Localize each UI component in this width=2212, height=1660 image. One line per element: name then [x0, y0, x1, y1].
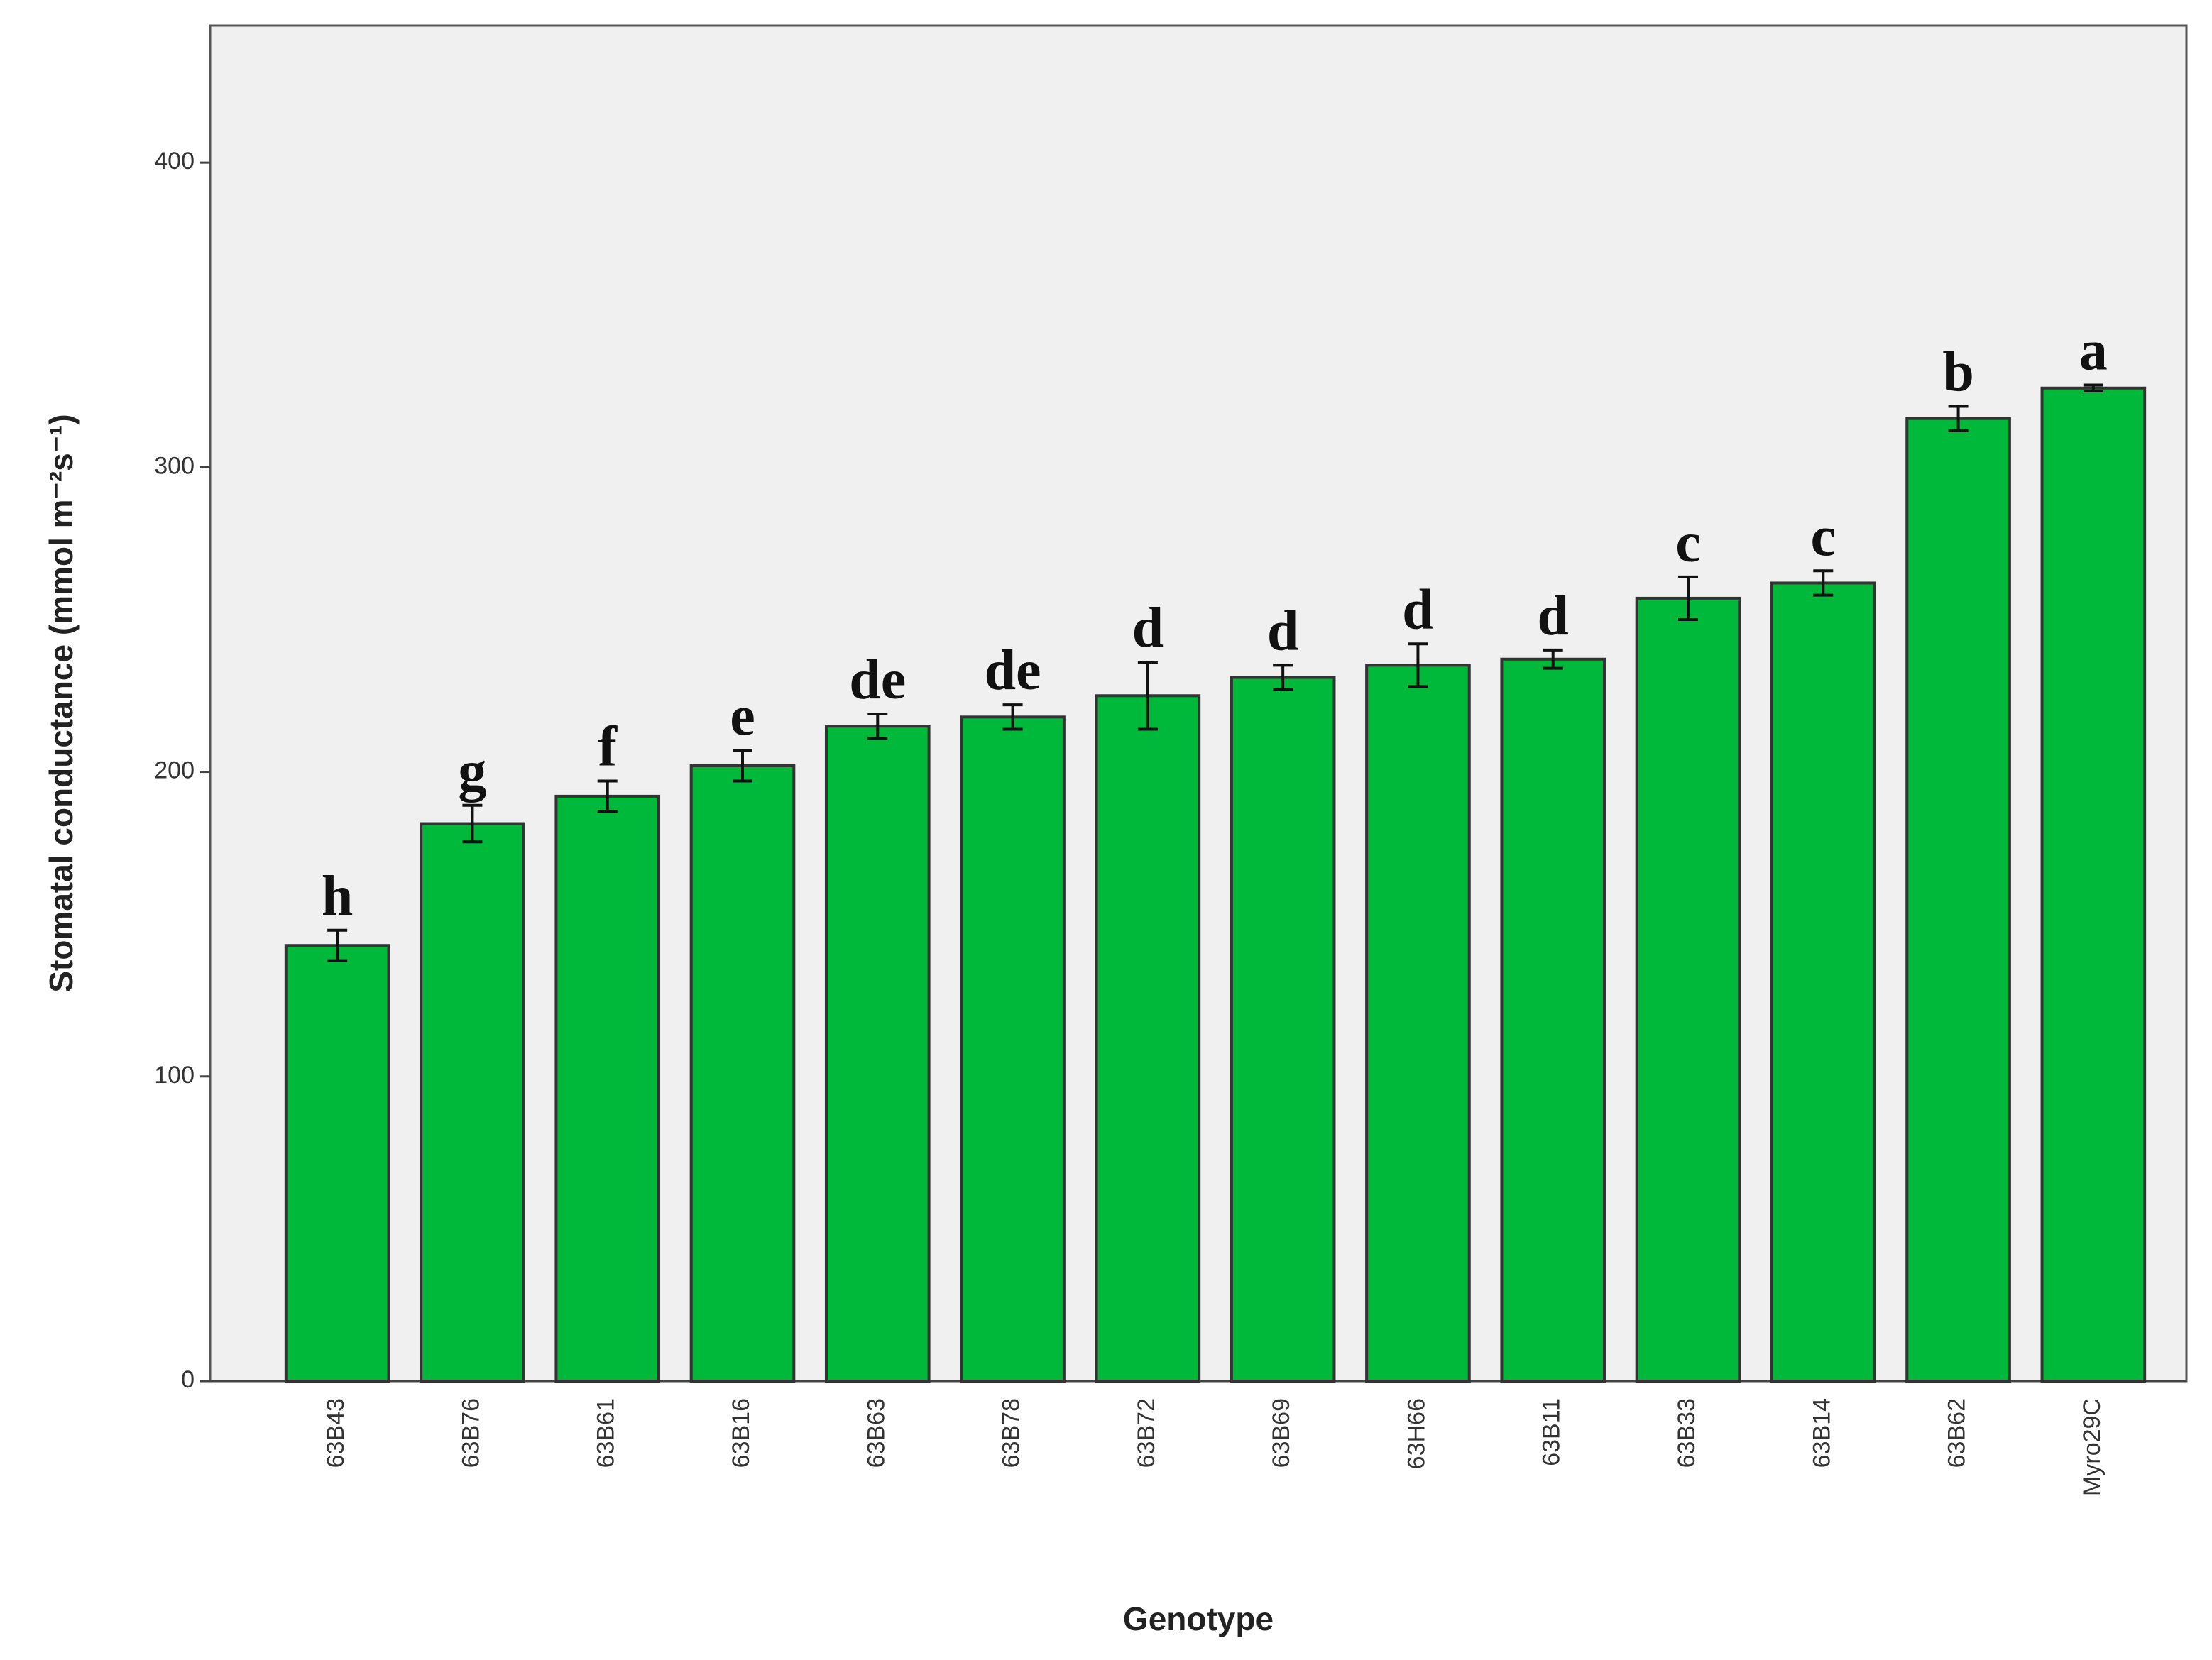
- x-tick-label: 63B16: [728, 1398, 755, 1468]
- x-tick-label: 63H66: [1403, 1398, 1430, 1469]
- bar: [1365, 664, 1471, 1383]
- bar: [420, 822, 525, 1383]
- significance-letter: de: [849, 649, 906, 711]
- x-tick-label: 63B43: [322, 1398, 349, 1468]
- x-tick-label: 63B61: [593, 1398, 620, 1468]
- bar: [824, 725, 931, 1383]
- significance-letter: c: [1811, 505, 1836, 568]
- x-tick-label: 63B63: [863, 1398, 889, 1468]
- x-tick-label: Myro29C: [2079, 1398, 2106, 1496]
- x-tick-label: 63B69: [1268, 1398, 1295, 1468]
- y-tick-label: 300: [154, 452, 195, 479]
- bar: [689, 764, 796, 1383]
- bar: [284, 944, 390, 1383]
- bar: [1770, 581, 1876, 1383]
- bar: [1500, 657, 1606, 1383]
- x-tick-label: 63B11: [1538, 1398, 1565, 1466]
- x-tick-label: 63B76: [457, 1398, 484, 1468]
- bar: [1905, 417, 2011, 1383]
- x-axis-title: Genotype: [1123, 1600, 1274, 1637]
- significance-letter: d: [1132, 597, 1164, 659]
- bar: [1230, 676, 1336, 1383]
- bar: [960, 715, 1066, 1383]
- bar: [1095, 694, 1201, 1383]
- bar: [554, 794, 661, 1383]
- significance-letter: e: [730, 686, 755, 748]
- x-tick-label: 63B78: [998, 1398, 1025, 1468]
- y-tick-label: 200: [154, 757, 195, 784]
- x-tick-label: 63B33: [1673, 1398, 1700, 1468]
- significance-letter: d: [1267, 600, 1299, 662]
- significance-letter: f: [598, 715, 618, 778]
- x-tick-label: 63B62: [1944, 1398, 1971, 1468]
- y-tick-label: 100: [154, 1062, 195, 1089]
- y-tick-label: 400: [154, 148, 195, 175]
- significance-letter: b: [1942, 341, 1974, 404]
- bar: [1635, 596, 1741, 1383]
- significance-letter: de: [985, 639, 1041, 702]
- significance-letter: d: [1402, 578, 1434, 641]
- significance-letter: c: [1675, 512, 1701, 574]
- x-tick-label: 63B14: [1808, 1398, 1835, 1468]
- bar: [2040, 386, 2147, 1383]
- significance-letter: g: [458, 740, 486, 803]
- y-axis-title: Stomatal conductance (mmol m⁻²s⁻¹): [43, 414, 80, 992]
- significance-letter: h: [322, 865, 354, 928]
- significance-letter: d: [1537, 585, 1569, 647]
- significance-letter: a: [2079, 319, 2108, 382]
- y-tick-label: 0: [181, 1366, 195, 1393]
- x-tick-label: 63B72: [1133, 1398, 1160, 1468]
